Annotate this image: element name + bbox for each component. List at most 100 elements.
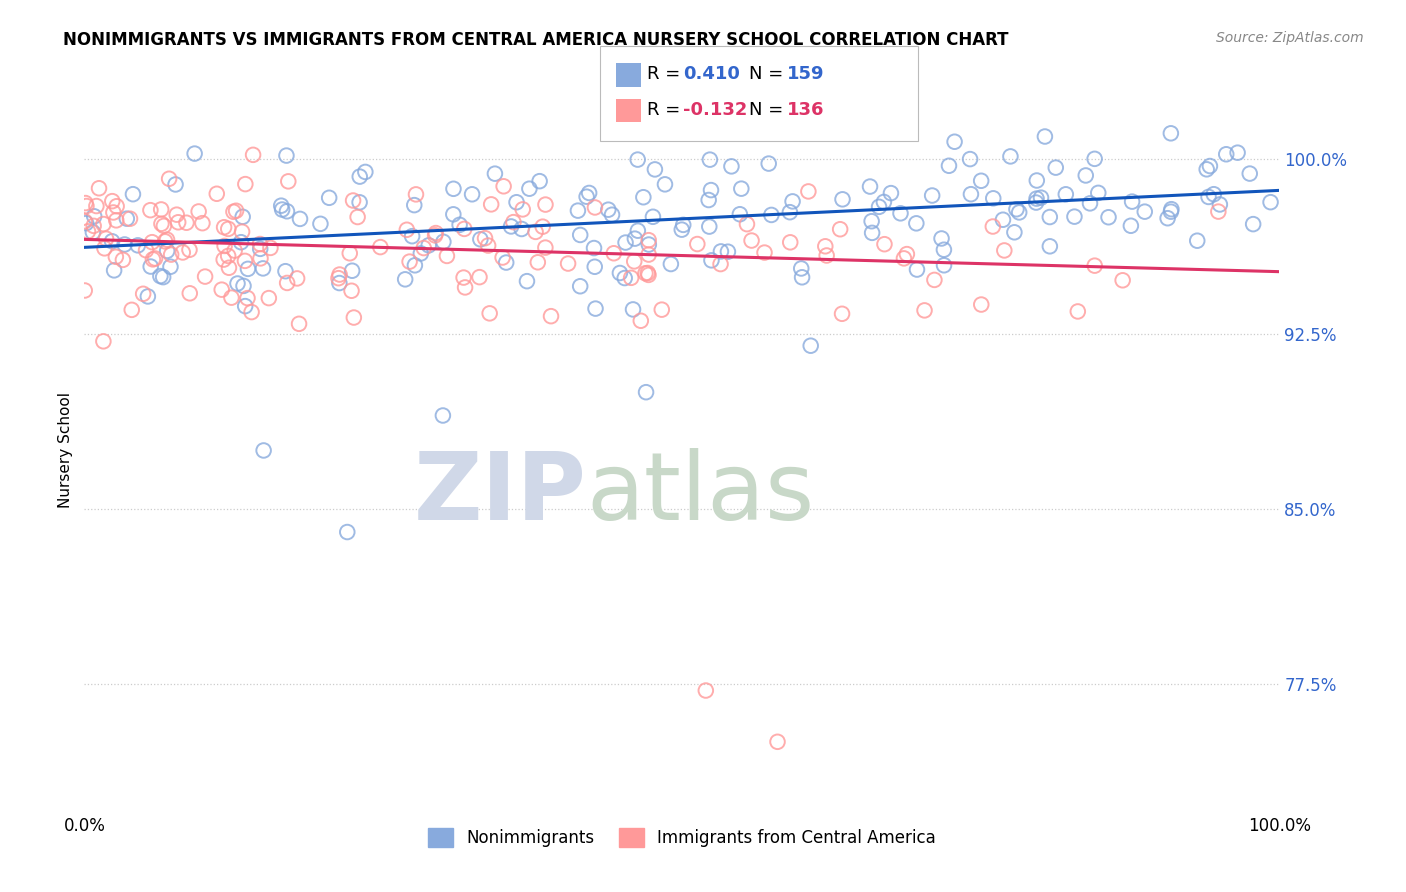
Point [87, 181, 110, 195]
Point [142, 252, 165, 267]
Point [569, 227, 592, 242]
Point [153, 219, 176, 233]
Point [717, 244, 740, 259]
Text: 136: 136 [787, 101, 825, 119]
Point [741, 234, 763, 248]
Point [101, 235, 124, 249]
Point [1045, 161, 1067, 175]
Point [1160, 204, 1182, 219]
Point [127, 238, 149, 252]
Point [461, 187, 484, 202]
Legend: Nonimmigrants, Immigrants from Central America: Nonimmigrants, Immigrants from Central A… [420, 822, 943, 854]
Point [404, 198, 426, 212]
Point [236, 261, 259, 276]
Point [276, 148, 298, 162]
Point [73, 284, 96, 298]
Point [630, 314, 652, 328]
Point [232, 279, 254, 293]
Point [534, 197, 557, 211]
Point [697, 193, 720, 207]
Point [236, 291, 259, 305]
Point [73, 214, 96, 228]
Point [529, 174, 551, 188]
Point [1119, 219, 1142, 233]
Point [1226, 145, 1249, 160]
Point [179, 286, 201, 301]
Y-axis label: Nursery School: Nursery School [58, 392, 73, 508]
Point [328, 276, 350, 290]
Point [1160, 202, 1182, 217]
Point [1005, 202, 1028, 217]
Point [83, 219, 105, 233]
Point [346, 210, 368, 224]
Point [830, 222, 852, 236]
Text: N =: N = [749, 101, 789, 119]
Point [152, 270, 174, 285]
Point [233, 299, 256, 313]
Point [569, 279, 592, 293]
Point [624, 232, 647, 246]
Point [860, 214, 883, 228]
Point [512, 202, 534, 217]
Point [409, 246, 432, 260]
Point [222, 204, 245, 219]
Point [710, 244, 733, 259]
Point [932, 258, 955, 272]
Point [1195, 162, 1218, 177]
Point [831, 192, 853, 206]
Point [141, 235, 163, 250]
Point [288, 317, 311, 331]
Point [339, 246, 361, 260]
Point [441, 207, 464, 221]
Point [790, 270, 813, 285]
Point [790, 261, 813, 276]
Point [492, 179, 515, 194]
Point [167, 215, 190, 229]
Point [150, 202, 173, 217]
Point [931, 231, 953, 245]
Point [627, 224, 650, 238]
Point [132, 286, 155, 301]
Point [1002, 225, 1025, 239]
Point [709, 257, 731, 271]
Point [231, 225, 253, 239]
Point [240, 305, 263, 319]
Point [75, 196, 97, 211]
Point [179, 243, 201, 257]
Point [1215, 147, 1237, 161]
Point [449, 218, 471, 232]
Point [686, 237, 709, 252]
Point [249, 237, 271, 252]
Point [859, 179, 882, 194]
Point [274, 264, 297, 278]
Point [176, 216, 198, 230]
Point [1074, 169, 1097, 183]
Point [860, 226, 883, 240]
Point [253, 443, 276, 458]
Point [634, 266, 657, 280]
Point [633, 190, 655, 204]
Point [598, 202, 620, 217]
Point [478, 306, 501, 320]
Point [86, 199, 108, 213]
Point [531, 219, 554, 234]
Point [436, 249, 458, 263]
Point [981, 219, 1004, 234]
Point [557, 256, 579, 270]
Point [991, 212, 1014, 227]
Point [637, 247, 659, 261]
Point [1084, 152, 1107, 166]
Point [1033, 129, 1056, 144]
Point [585, 301, 607, 316]
Point [754, 245, 776, 260]
Point [211, 283, 233, 297]
Text: 159: 159 [787, 65, 825, 83]
Point [1063, 210, 1085, 224]
Point [82, 225, 104, 239]
Point [623, 254, 645, 268]
Point [1239, 167, 1261, 181]
Text: atlas: atlas [586, 448, 814, 540]
Point [914, 303, 936, 318]
Point [122, 187, 145, 202]
Point [93, 241, 115, 255]
